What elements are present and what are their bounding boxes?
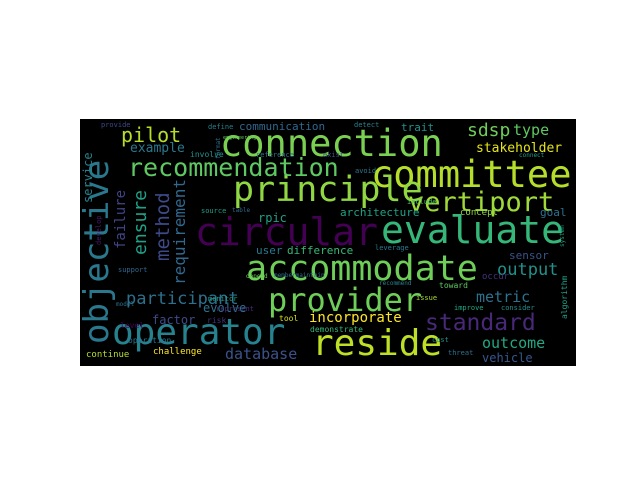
word-operation: operation [128, 336, 172, 345]
word-develop: develop [95, 215, 103, 245]
word-concept: concept [460, 208, 498, 218]
word-trait: trait [401, 121, 435, 134]
word-represent: represent [216, 305, 254, 313]
word-factor: factor [152, 313, 196, 327]
word-goal: goal [540, 206, 567, 219]
word-user: user [256, 244, 283, 257]
word-improve: improve [454, 304, 484, 312]
word-incorporate: incorporate [309, 310, 402, 326]
word-issue: issue [416, 294, 438, 302]
word-provide: provide [101, 121, 131, 129]
word-cloud: circular evaluate accommodate committee … [80, 119, 576, 366]
word-accommodate: accommodate [246, 249, 478, 289]
word-difference: difference [287, 244, 354, 257]
word-threat: threat [448, 349, 474, 357]
word-model: model [116, 301, 135, 308]
word-system: system [559, 225, 566, 247]
word-recommendation: recommendation [128, 153, 339, 182]
word-reside: reside [312, 323, 443, 364]
word-support: support [118, 266, 148, 274]
word-risk: risk [207, 316, 227, 325]
word-participant: participant [126, 289, 239, 309]
word-table: table [232, 207, 251, 214]
word-include: include [407, 198, 437, 206]
word-evolve: evolve [203, 301, 247, 315]
word-stakeholder: stakeholder [476, 141, 563, 156]
word-principle: principle [233, 170, 423, 210]
word-define: define [208, 123, 234, 131]
word-monitor: monitor [208, 295, 238, 303]
word-reference: reference [256, 151, 294, 159]
word-source: source [201, 207, 227, 215]
word-example: example [130, 141, 185, 156]
word-failure: failure [113, 189, 129, 249]
word-ensure: ensure [130, 189, 151, 255]
word-service: service [81, 152, 95, 203]
word-communication: communication [239, 120, 326, 133]
word-leverage: leverage [375, 244, 409, 252]
word-requirement: requirement [170, 179, 189, 285]
word-exist: exist [323, 151, 345, 159]
word-output: output [497, 260, 559, 280]
word-provider: provider [268, 281, 423, 319]
word-engineering: engineering [223, 135, 257, 141]
word-operator: operator [112, 312, 286, 353]
word-algorithm: algorithm [560, 275, 569, 319]
word-avoid: avoid [355, 167, 377, 175]
word-architecture: architecture [340, 206, 420, 219]
word-sdsp: sdsp [467, 120, 511, 141]
word-recommend: recommend [379, 280, 412, 287]
word-rpic: rpic [258, 211, 287, 225]
word-vertiport: vertiport [408, 187, 555, 218]
word-committee: committee [371, 153, 572, 196]
word-database: database [225, 345, 298, 363]
word-sensor: sensor [509, 249, 549, 262]
word-depend: depend [246, 273, 268, 280]
word-vehicle: vehicle [482, 351, 533, 365]
word-membermaintain: membermaintain [274, 272, 325, 279]
word-challenge: challenge [153, 347, 202, 357]
word-detect: detect [354, 121, 380, 129]
word-occur: occur [482, 272, 510, 282]
word-type: type [513, 121, 550, 139]
word-metric: metric [476, 288, 531, 306]
word-level: level [120, 321, 145, 330]
word-tool: tool [279, 314, 299, 323]
word-continue: continue [86, 350, 130, 360]
word-circular: circular [195, 210, 379, 254]
word-format: format [215, 137, 222, 159]
word-evaluate: evaluate [381, 208, 565, 252]
word-standard: standard [425, 310, 536, 336]
word-demonstrate: demonstrate [310, 325, 363, 334]
word-outcome: outcome [482, 334, 546, 352]
word-involve: involve [190, 150, 224, 159]
word-cost: cost [432, 336, 449, 344]
word-toward: toward [439, 281, 468, 290]
word-connection: connection [220, 122, 443, 165]
word-connect: connect [519, 152, 545, 159]
word-pilot: pilot [121, 123, 182, 147]
word-consider: consider [501, 304, 535, 312]
